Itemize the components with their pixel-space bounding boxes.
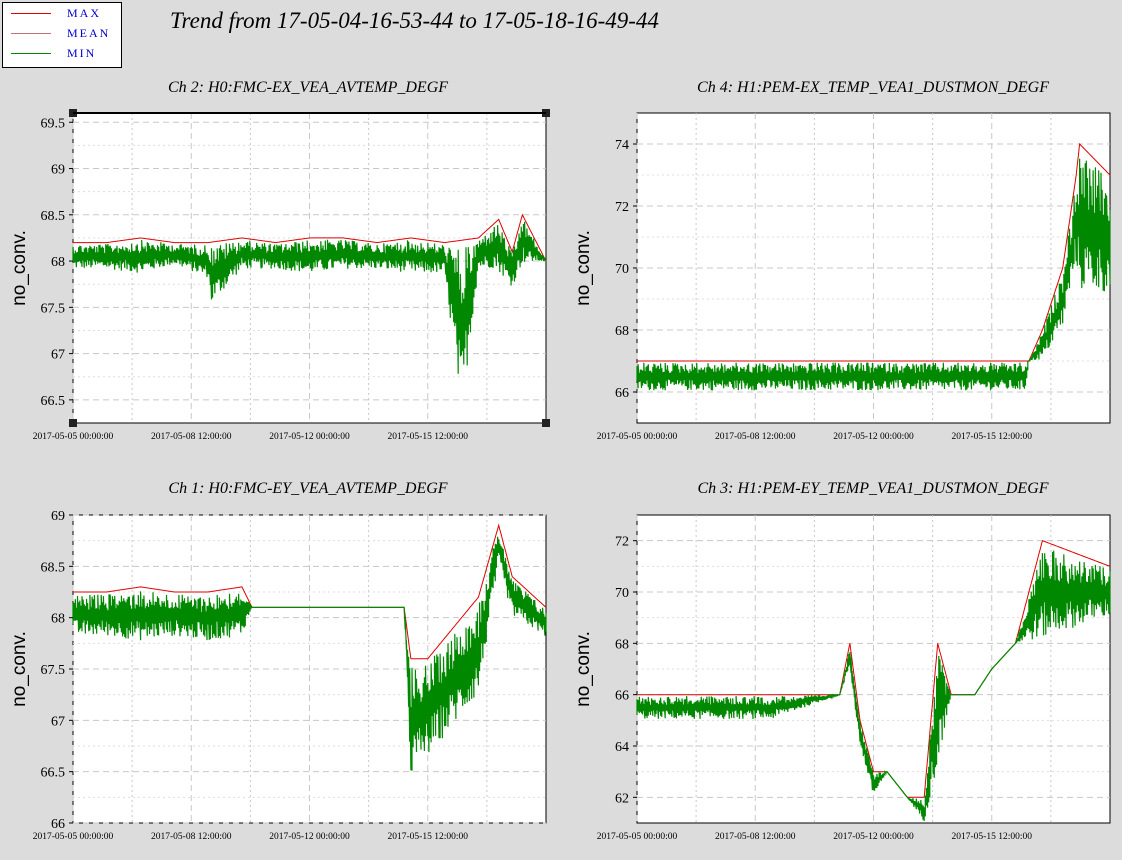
legend-min-swatch <box>11 53 51 54</box>
legend-mean-swatch <box>11 33 51 34</box>
xtick-label: 2017-05-08 12:00:00 <box>151 432 232 442</box>
xtick-label: 2017-05-15 12:00:00 <box>388 432 469 442</box>
xtick-label: 2017-05-05 00:00:00 <box>597 432 678 442</box>
ytick-label: 68.5 <box>41 209 66 224</box>
panel-title: Ch 2: H0:FMC-EX_VEA_AVTEMP_DEGF <box>168 79 448 96</box>
ytick-label: 72 <box>615 535 629 550</box>
xtick-label: 2017-05-12 00:00:00 <box>833 432 914 442</box>
ytick-label: 66 <box>615 689 629 704</box>
ytick-label: 66 <box>51 817 65 832</box>
series-min-band <box>72 536 547 771</box>
xtick-label: 2017-05-15 12:00:00 <box>388 832 469 842</box>
legend-mean-label: MEAN <box>67 26 111 40</box>
ytick-label: 74 <box>615 138 629 153</box>
xtick-label: 2017-05-08 12:00:00 <box>151 832 232 842</box>
y-axis-label: no_conv. <box>573 631 594 707</box>
panel-title: Ch 4: H1:PEM-EX_TEMP_VEA1_DUSTMON_DEGF <box>697 79 1049 96</box>
legend-item-min: MIN <box>3 45 121 63</box>
ytick-label: 68 <box>51 255 65 270</box>
ytick-label: 70 <box>615 586 629 601</box>
ytick-label: 62 <box>615 791 629 806</box>
xtick-label: 2017-05-12 00:00:00 <box>833 832 914 842</box>
xtick-label: 2017-05-05 00:00:00 <box>597 832 678 842</box>
ytick-label: 68 <box>615 324 629 339</box>
panel-title: Ch 3: H1:PEM-EY_TEMP_VEA1_DUSTMON_DEGF <box>697 480 1048 497</box>
ytick-label: 67 <box>51 714 65 729</box>
xtick-label: 2017-05-12 00:00:00 <box>269 432 350 442</box>
xtick-label: 2017-05-15 12:00:00 <box>952 432 1033 442</box>
xtick-label: 2017-05-05 00:00:00 <box>33 832 114 842</box>
legend-box: MAX MEAN MIN <box>2 2 122 68</box>
series-max-line <box>73 213 547 262</box>
y-axis-label: no_conv. <box>9 631 30 707</box>
xtick-label: 2017-05-15 12:00:00 <box>952 832 1033 842</box>
xtick-label: 2017-05-12 00:00:00 <box>269 832 350 842</box>
ytick-label: 68 <box>51 612 65 627</box>
ytick-label: 64 <box>615 740 629 755</box>
ytick-label: 68.5 <box>41 560 66 575</box>
page-title: Trend from 17-05-04-16-53-44 to 17-05-18… <box>170 8 659 33</box>
legend-min-label: MIN <box>67 46 97 60</box>
selection-handle <box>542 419 550 427</box>
selection-handle <box>69 419 77 427</box>
ytick-label: 67.5 <box>41 301 66 316</box>
ytick-label: 66 <box>615 386 629 401</box>
xtick-label: 2017-05-08 12:00:00 <box>715 432 796 442</box>
ytick-label: 66.5 <box>41 394 66 409</box>
legend-max-label: MAX <box>67 6 102 20</box>
ytick-label: 67 <box>51 348 65 363</box>
series-min-band <box>636 158 1111 391</box>
legend-max-swatch <box>11 13 51 14</box>
series-min-band <box>636 550 1111 821</box>
ytick-label: 68 <box>615 637 629 652</box>
y-axis-label: no_conv. <box>9 230 30 306</box>
ytick-label: 66.5 <box>41 766 66 781</box>
series-min-band <box>72 221 547 374</box>
panel-title: Ch 1: H0:FMC-EY_VEA_AVTEMP_DEGF <box>168 480 447 497</box>
legend-item-max: MAX <box>3 5 121 23</box>
series-max-line <box>637 142 1111 362</box>
ytick-label: 69.5 <box>41 116 66 131</box>
xtick-label: 2017-05-08 12:00:00 <box>715 832 796 842</box>
ytick-label: 69 <box>51 163 65 178</box>
y-axis-label: no_conv. <box>573 230 594 306</box>
ytick-label: 72 <box>615 200 629 215</box>
legend-item-mean: MEAN <box>3 25 121 43</box>
series-max-line <box>637 540 1111 798</box>
ytick-label: 70 <box>615 262 629 277</box>
ytick-label: 67.5 <box>41 663 66 678</box>
xtick-label: 2017-05-05 00:00:00 <box>33 432 114 442</box>
ytick-label: 69 <box>51 509 65 524</box>
